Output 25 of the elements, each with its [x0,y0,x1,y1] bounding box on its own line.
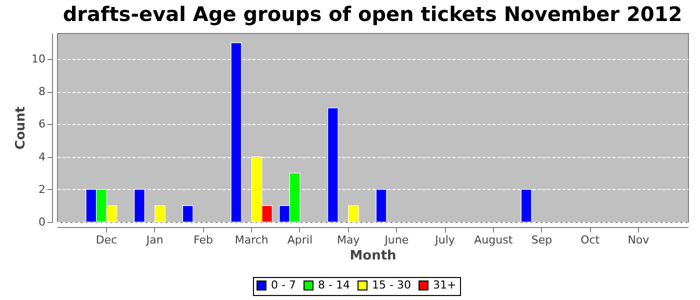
y-tick-label: 10 [32,52,46,66]
x-tick-label: Feb [194,234,214,246]
x-tick-label: August [474,234,514,246]
legend-label: 0 - 7 [271,278,296,292]
x-tick-label: Dec [96,234,118,246]
x-tick-label: Jan [145,234,164,246]
legend-label: 15 - 30 [372,278,411,292]
x-tick-label: May [336,234,360,246]
x-tick-label: June [384,234,409,246]
x-tick-label: March [234,234,268,246]
x-tick-label: Nov [628,234,650,246]
y-tick-label: 4 [38,150,46,164]
x-tick-label: Sep [531,234,552,246]
legend-label: 31+ [433,278,456,292]
chart-title: drafts-eval Age groups of open tickets November 2012 [62,2,682,26]
x-axis-title: Month [350,248,396,264]
x-tick-label: July [434,234,456,246]
legend-label: 8 - 14 [318,278,350,292]
y-tick-label: 2 [38,182,46,196]
x-tick-label: Oct [580,234,600,246]
y-axis-title: Count [14,106,29,150]
y-tick-label: 0 [38,216,46,228]
x-tick-label: April [287,234,313,246]
y-tick-label: 8 [38,85,46,98]
y-tick-label: 6 [38,118,46,131]
